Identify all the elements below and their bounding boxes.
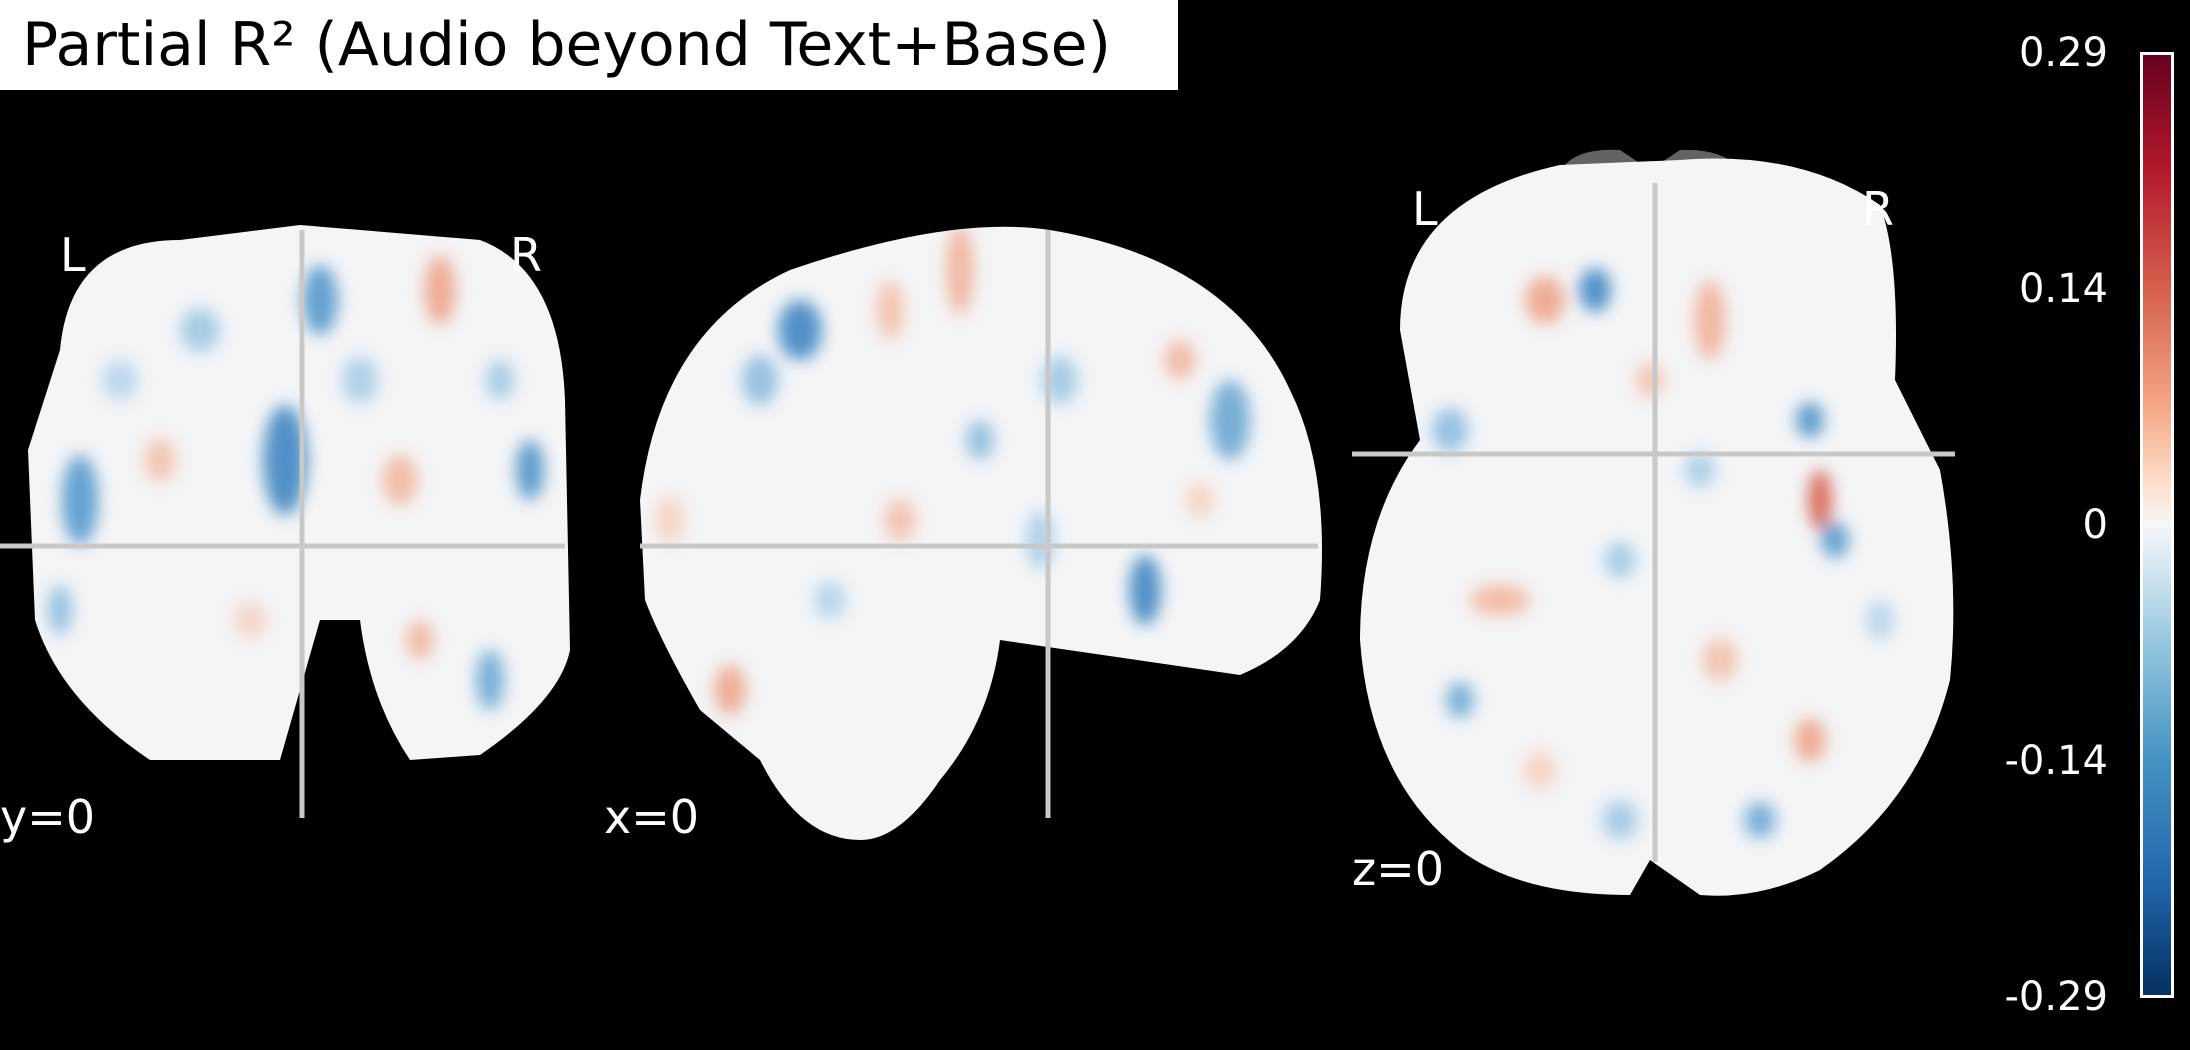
axial-coord-label: z=0: [1352, 842, 1444, 896]
sagittal-slice: [640, 226, 1322, 841]
colorbar: [2140, 52, 2174, 998]
coronal-slice: [0, 225, 570, 818]
axial-right-label: R: [1862, 182, 1894, 236]
axial-left-label: L: [1412, 182, 1438, 236]
colorbar-tick-max: 0.29: [2018, 30, 2108, 76]
sagittal-coord-label: x=0: [604, 790, 700, 844]
coronal-right-label: R: [510, 228, 542, 282]
colorbar-tick-high: 0.14: [2018, 266, 2108, 312]
colorbar-tick-low: -0.14: [2004, 738, 2109, 784]
coronal-coord-label: y=0: [0, 790, 96, 844]
axial-slice: [1352, 149, 1955, 896]
coronal-left-label: L: [60, 228, 86, 282]
figure-title: Partial R² (Audio beyond Text+Base): [0, 0, 1178, 90]
colorbar-tick-zero: 0: [2082, 502, 2108, 548]
colorbar-tick-min: -0.29: [2004, 974, 2109, 1020]
